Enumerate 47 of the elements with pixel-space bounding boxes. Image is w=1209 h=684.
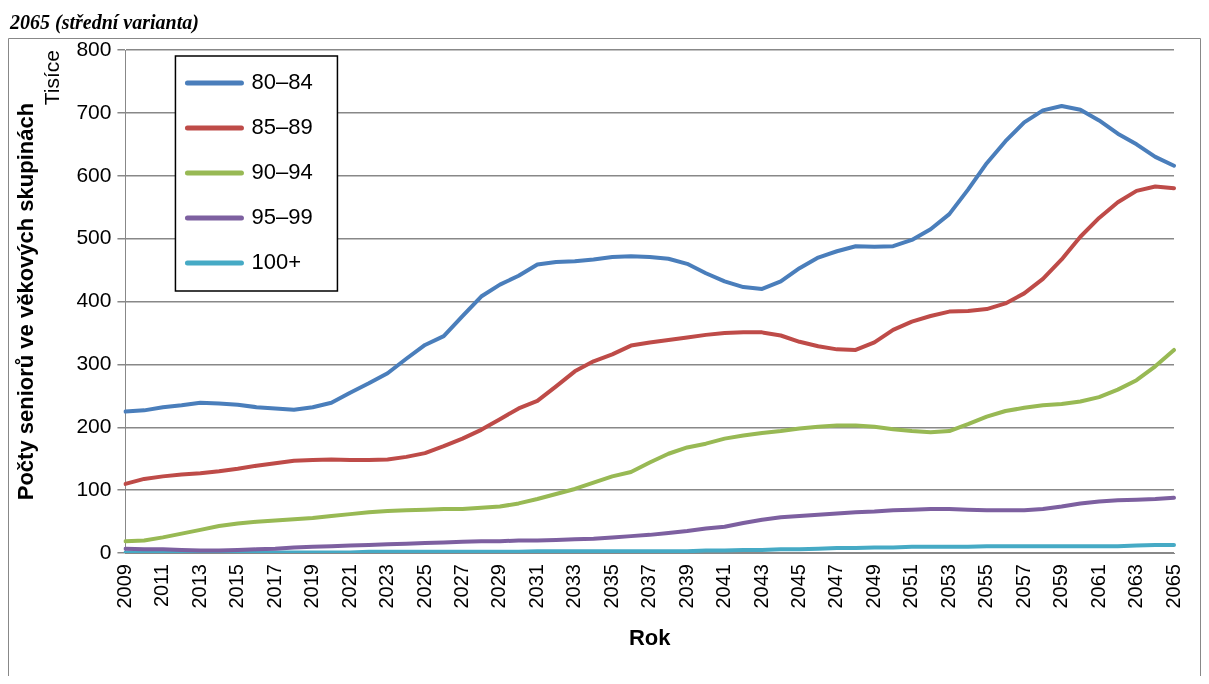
x-tick-label: 2059 [1049, 564, 1072, 609]
y-tick-label: 700 [76, 99, 112, 123]
x-tick-label: 2039 [674, 564, 697, 609]
x-tick-label: 2051 [899, 564, 922, 609]
x-tick-label: 2043 [749, 564, 772, 609]
x-tick-label: 2033 [562, 564, 585, 609]
x-tick-label: 2063 [1124, 564, 1147, 609]
x-tick-label: 2015 [225, 564, 248, 609]
text: Tisíce [40, 50, 64, 106]
legend-label: 100+ [251, 249, 301, 275]
x-tick-label: 2023 [375, 564, 398, 609]
y-tick-label: 200 [76, 414, 112, 438]
x-tick-label: 2045 [787, 564, 810, 609]
y-tick-label: 400 [76, 288, 112, 312]
x-tick-label: 2031 [524, 564, 547, 609]
x-tick-label: 2053 [936, 564, 959, 609]
y-tick-label: 300 [76, 351, 112, 375]
x-tick-label: 2065 [1161, 564, 1184, 609]
x-tick-label: 2011 [150, 564, 173, 608]
x-tick-label: 2049 [861, 564, 884, 609]
x-axis-title: Rok [628, 624, 672, 650]
legend-label: 80–84 [251, 69, 313, 95]
x-tick-label: 2021 [337, 564, 360, 609]
x-tick-label: 2041 [712, 564, 735, 609]
legend-label: 95–99 [251, 204, 313, 230]
x-tick-label: 2009 [112, 564, 135, 609]
y-tick-label: 600 [76, 162, 112, 186]
x-tick-label: 2037 [637, 564, 660, 609]
y-tick-label: 800 [76, 36, 112, 60]
x-tick-label: 2013 [187, 564, 210, 609]
chart-title: 2065 (střední varianta) [9, 11, 199, 35]
x-tick-label: 2025 [412, 564, 435, 609]
y-tick-label: 100 [76, 477, 112, 501]
x-tick-label: 2017 [262, 564, 285, 609]
x-tick-label: 2029 [487, 564, 510, 609]
y-axis-title: Počty seniorů ve věkových skupinách [13, 102, 39, 501]
x-tick-label: 2061 [1086, 564, 1109, 609]
x-tick-label: 2019 [300, 564, 323, 609]
legend-label: 90–94 [251, 159, 313, 185]
x-tick-label: 2035 [599, 564, 622, 609]
x-tick-label: 2047 [824, 564, 847, 609]
x-tick-label: 2027 [449, 564, 472, 609]
y-tick-label: 500 [76, 225, 112, 249]
y-tick-label: 0 [99, 539, 112, 563]
x-tick-label: 2055 [974, 564, 997, 609]
x-tick-label: 2057 [1011, 564, 1034, 609]
legend-label: 85–89 [251, 114, 313, 140]
